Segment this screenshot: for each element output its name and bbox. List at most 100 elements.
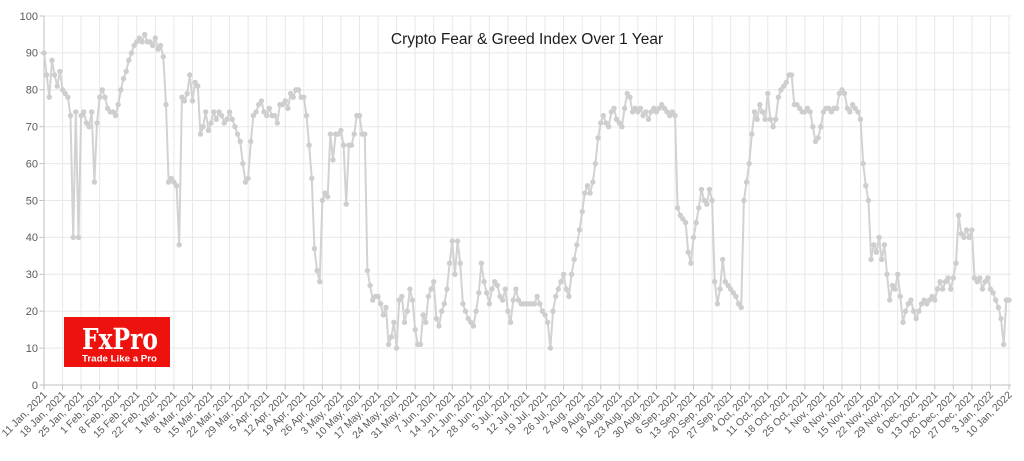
data-point — [690, 234, 697, 241]
data-point — [340, 142, 347, 148]
data-point — [788, 72, 795, 78]
data-point — [659, 101, 665, 108]
data-point — [44, 72, 50, 78]
data-point — [431, 279, 437, 285]
data-point — [473, 308, 479, 314]
y-tick-label: 20 — [26, 306, 38, 318]
data-point — [457, 260, 463, 266]
data-point — [918, 301, 925, 307]
data-point — [489, 286, 495, 292]
data-point — [279, 101, 286, 108]
data-point — [568, 271, 575, 277]
data-point — [775, 94, 782, 100]
data-point — [547, 345, 554, 351]
data-point — [256, 101, 262, 108]
data-point — [916, 308, 922, 314]
data-point — [383, 304, 389, 311]
data-point — [317, 279, 323, 285]
data-point — [863, 183, 869, 189]
data-point — [582, 190, 588, 196]
data-point — [399, 293, 405, 300]
data-point — [396, 297, 402, 303]
data-point — [948, 286, 954, 292]
data-point — [470, 323, 477, 329]
data-point — [566, 293, 572, 300]
data-point — [950, 275, 956, 281]
data-point — [746, 160, 752, 167]
data-point — [743, 179, 750, 185]
data-point — [560, 271, 567, 277]
data-point — [953, 260, 959, 266]
y-tick-label: 40 — [26, 232, 38, 244]
data-point — [993, 297, 999, 303]
data-point — [401, 319, 408, 325]
data-point — [539, 308, 546, 314]
data-point — [619, 124, 625, 130]
data-point — [645, 116, 652, 123]
data-point — [961, 234, 967, 241]
data-point — [163, 101, 169, 108]
data-point — [979, 286, 986, 292]
data-point — [423, 319, 429, 325]
data-point — [698, 186, 705, 193]
data-point — [364, 267, 371, 274]
data-point — [218, 112, 225, 119]
data-point — [712, 279, 718, 285]
data-point — [118, 87, 124, 93]
data-point — [70, 234, 76, 241]
data-point — [208, 120, 214, 126]
data-point — [362, 131, 368, 137]
data-point — [738, 304, 744, 311]
data-point — [436, 323, 442, 329]
data-point — [499, 297, 506, 303]
data-point — [531, 301, 538, 307]
data-point — [203, 109, 209, 115]
data-point — [248, 138, 254, 145]
data-point — [722, 279, 728, 285]
data-point — [189, 98, 196, 104]
data-point — [409, 297, 416, 303]
data-point — [417, 341, 424, 348]
data-point — [836, 90, 842, 97]
data-point — [187, 72, 193, 78]
data-point — [733, 293, 739, 300]
data-point — [510, 297, 516, 303]
data-point — [441, 301, 447, 307]
data-point — [327, 131, 333, 137]
data-point — [181, 98, 188, 104]
data-point — [563, 286, 569, 292]
data-point — [815, 135, 821, 141]
data-point — [778, 87, 784, 93]
data-point — [571, 256, 577, 263]
data-point — [232, 124, 238, 130]
data-point — [841, 90, 848, 97]
data-point — [770, 124, 776, 130]
data-point — [709, 197, 715, 204]
data-point — [311, 245, 318, 252]
axis-layer — [39, 15, 1011, 390]
data-point — [507, 319, 514, 325]
data-point — [977, 275, 983, 281]
data-point — [367, 282, 373, 289]
data-point — [624, 90, 630, 97]
data-point — [542, 312, 548, 318]
data-point — [892, 286, 898, 292]
data-point — [452, 271, 458, 277]
data-point — [176, 242, 182, 248]
data-point — [884, 271, 890, 277]
data-point — [78, 112, 84, 119]
data-point — [873, 249, 880, 255]
data-point — [963, 227, 970, 233]
data-point — [271, 112, 278, 119]
data-point — [913, 315, 919, 322]
data-point — [433, 315, 440, 322]
data-point — [454, 238, 461, 244]
data-point — [264, 112, 270, 119]
data-point — [351, 131, 357, 137]
data-point — [603, 120, 609, 126]
data-point — [910, 308, 917, 314]
data-point — [794, 101, 800, 108]
data-point — [876, 234, 882, 241]
data-point — [99, 87, 106, 93]
data-point — [142, 31, 148, 38]
